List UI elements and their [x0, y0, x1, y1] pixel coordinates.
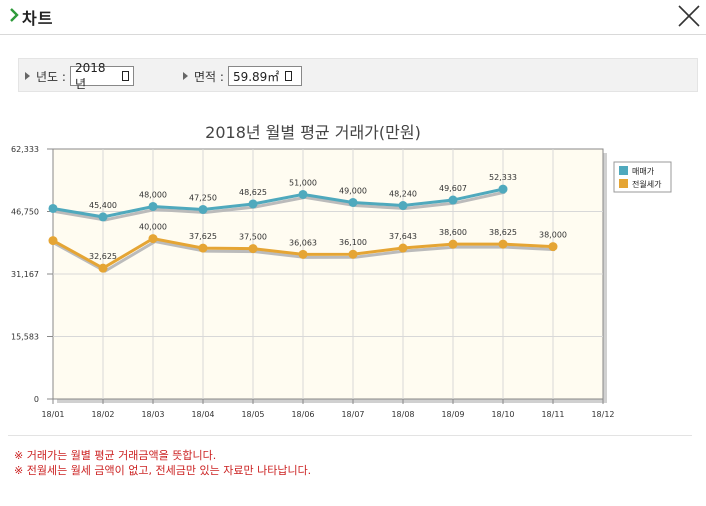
chart-title: 2018년 월별 평균 거래가(만원) — [205, 123, 421, 142]
y-tick-label: 62,333 — [11, 145, 39, 154]
data-point — [148, 201, 158, 211]
x-tick-label: 18/09 — [441, 410, 464, 419]
data-label: 37,625 — [189, 232, 217, 241]
area-filter: 면적 : 59.89㎡ — [183, 65, 302, 87]
triangle-right-icon — [25, 72, 30, 80]
series-line-shadow — [54, 190, 506, 222]
data-point — [348, 249, 358, 259]
legend-label: 전월세가 — [632, 179, 662, 189]
area-select-value: 59.89㎡ — [232, 69, 280, 84]
year-select-value: 2018년 — [74, 60, 106, 91]
data-label: 37,500 — [239, 233, 267, 242]
legend-label: 매매가 — [632, 167, 655, 176]
data-label: 36,063 — [289, 238, 317, 247]
x-tick-label: 18/12 — [591, 410, 614, 419]
x-tick-label: 18/05 — [241, 410, 264, 419]
data-label: 51,000 — [289, 178, 317, 187]
data-label: 48,625 — [239, 188, 267, 197]
x-tick-label: 18/03 — [141, 410, 164, 419]
data-label: 48,000 — [139, 190, 167, 199]
divider — [8, 435, 692, 436]
data-point — [98, 212, 108, 222]
data-point — [148, 234, 158, 244]
popup-header: 차트 — [0, 0, 706, 35]
y-tick-label: 31,167 — [11, 270, 39, 279]
y-tick-label: 46,750 — [11, 208, 39, 217]
data-label: 38,600 — [439, 228, 467, 237]
filter-bar: 년도 : 2018년 면적 : 59.89㎡ — [18, 58, 698, 92]
close-x-icon[interactable] — [676, 3, 702, 29]
year-label: 년도 : — [36, 69, 66, 84]
x-tick-label: 18/11 — [541, 410, 564, 419]
x-tick-label: 18/02 — [91, 410, 114, 419]
note-line: ※ 거래가는 월별 평균 거래금액을 뜻합니다. — [14, 449, 217, 462]
x-tick-label: 18/10 — [491, 410, 514, 419]
dropdown-icon — [285, 71, 293, 81]
series-line — [52, 187, 504, 219]
year-filter: 년도 : 2018년 — [25, 61, 134, 91]
data-point — [48, 203, 58, 213]
data-point — [498, 239, 508, 249]
x-tick-label: 18/06 — [291, 410, 314, 419]
data-point — [198, 204, 208, 214]
x-tick-label: 18/01 — [41, 410, 64, 419]
data-label: 37,643 — [389, 232, 417, 241]
data-point — [448, 195, 458, 205]
x-tick-label: 18/08 — [391, 410, 414, 419]
data-point — [198, 243, 208, 253]
data-label: 52,333 — [489, 173, 517, 182]
data-point — [548, 242, 558, 252]
data-point — [298, 189, 308, 199]
data-point — [498, 184, 508, 194]
data-label: 47,250 — [189, 193, 217, 202]
data-label: 45,400 — [89, 201, 117, 210]
x-tick-label: 18/04 — [191, 410, 214, 419]
triangle-right-icon — [183, 72, 188, 80]
data-point — [48, 236, 58, 246]
data-label: 40,000 — [139, 223, 167, 232]
data-label: 48,240 — [389, 190, 417, 199]
area-select[interactable]: 59.89㎡ — [227, 66, 302, 86]
y-tick-label: 15,583 — [11, 333, 39, 342]
data-label: 38,000 — [539, 231, 567, 240]
data-point — [398, 243, 408, 253]
legend-swatch — [619, 179, 628, 188]
year-select[interactable]: 2018년 — [69, 61, 134, 91]
note-line: ※ 전월세는 월세 금액이 없고, 전세금만 있는 자료만 나타납니다. — [14, 464, 312, 477]
data-point — [248, 199, 258, 209]
data-point — [398, 201, 408, 211]
legend-swatch — [619, 166, 628, 175]
chevron-right-icon — [10, 8, 19, 22]
data-label: 38,625 — [489, 228, 517, 237]
y-tick-label: 0 — [34, 395, 39, 404]
dropdown-icon — [122, 71, 129, 81]
data-label: 49,000 — [339, 186, 367, 195]
data-label: 36,100 — [339, 238, 367, 247]
data-point — [98, 263, 108, 273]
popup-title: 차트 — [22, 9, 54, 28]
x-tick-label: 18/07 — [341, 410, 364, 419]
area-label: 면적 : — [194, 69, 224, 84]
data-point — [348, 197, 358, 207]
data-point — [448, 239, 458, 249]
price-line-chart: 2018년 월별 평균 거래가(만원) 62,333 46,750 31,167 15,… — [11, 123, 672, 419]
data-label: 32,625 — [89, 252, 117, 261]
data-label: 49,607 — [439, 184, 467, 193]
data-point — [248, 244, 258, 254]
data-point — [298, 249, 308, 259]
